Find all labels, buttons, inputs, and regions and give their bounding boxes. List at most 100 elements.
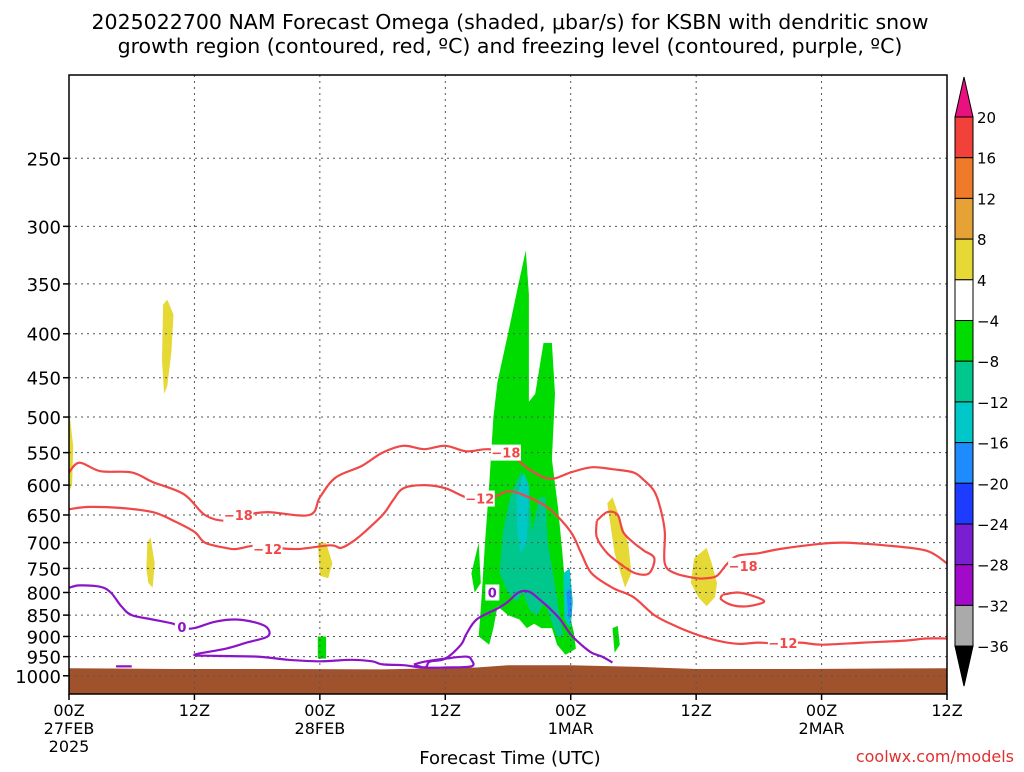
plot-frame [68, 74, 948, 695]
x-tick-label: 00Z [555, 701, 586, 720]
isotherm-label: 0 [177, 621, 186, 636]
x-tick-label: 00Z [53, 701, 84, 720]
colorbar-bin [954, 157, 974, 199]
isotherm-label-bg [490, 444, 521, 461]
x-tick-label: 1MAR [548, 719, 594, 738]
x-tick-label: 12Z [931, 701, 962, 720]
axes-layer: 2503003504004505005506006507007508008509… [15, 74, 963, 756]
y-tick-label: 950 [27, 648, 61, 669]
isotherm--18C-loop [719, 591, 766, 608]
chart-title-line-2: growth region (contoured, red, ºC) and f… [118, 34, 903, 58]
x-tick-label: 28FEB [295, 719, 346, 738]
colorbar-label: −8 [977, 353, 999, 371]
omega-region-descent-b [162, 299, 174, 394]
isotherm-line-0C-freezing [68, 584, 614, 669]
isotherm-label-bg [223, 506, 254, 523]
colorbar-bin [954, 116, 974, 159]
isotherm-label-bg [174, 619, 189, 636]
omega-region-ascent-strongest [566, 587, 572, 620]
omega-region-descent-c [146, 537, 155, 588]
x-tick-label: 12Z [680, 701, 711, 720]
isotherm--12C: −12 −12 −12 [68, 484, 948, 652]
isotherm-0C-freezing: 00 [68, 584, 614, 669]
colorbar-label: −32 [977, 597, 1009, 615]
colorbar-bin [954, 238, 974, 281]
colorbar-label: 20 [977, 109, 996, 127]
y-tick-label: 550 [27, 444, 61, 465]
isotherm-label-bg [728, 557, 759, 574]
isotherm-label-bg [252, 540, 283, 557]
isotherm-label-bg [485, 584, 500, 601]
y-tick-label: 850 [27, 606, 61, 627]
terrain-fill [69, 665, 947, 694]
colorbar-label: −16 [977, 435, 1009, 453]
isotherm-line--18C-loop [719, 591, 766, 608]
colorbar-bin [954, 279, 974, 321]
isotherm-line-0C-freezing-2 [413, 655, 475, 669]
x-tick-label: 2025 [49, 737, 90, 756]
isotherm-label: −12 [465, 493, 494, 508]
y-tick-label: 500 [27, 408, 61, 429]
colorbar-bin [954, 523, 974, 566]
colorbar-label: −24 [977, 516, 1009, 534]
colorbar-label: −12 [977, 394, 1009, 412]
y-tick-label: 650 [27, 506, 61, 527]
terrain-layer [69, 665, 947, 694]
y-tick-label: 700 [27, 534, 61, 555]
isotherm--18C: −18 −18 −18 [68, 444, 948, 580]
isotherm-label: −18 [224, 509, 253, 524]
x-axis-label: Forecast Time (UTC) [419, 748, 600, 768]
omega-region-descent-e [607, 497, 632, 588]
colorbar-label: 4 [977, 272, 987, 290]
x-tick-label: 2MAR [799, 719, 845, 738]
colorbar-triangle-bottom [954, 645, 974, 687]
omega-shading-layer [69, 250, 717, 659]
y-tick-label: 250 [27, 149, 61, 170]
colorbar-bin [954, 604, 974, 647]
y-tick-label: 900 [27, 627, 61, 648]
colorbar-label: −4 [977, 313, 999, 331]
x-tick-label: 00Z [304, 701, 335, 720]
y-tick-label: 350 [27, 275, 61, 296]
colorbar-label: −36 [977, 638, 1009, 656]
colorbar-triangle-top [954, 76, 974, 118]
colorbar-label: −20 [977, 475, 1009, 493]
colorbar-label: 8 [977, 231, 987, 249]
y-tick-label: 400 [27, 325, 61, 346]
colorbar-label: 12 [977, 190, 996, 208]
x-tick-label: 00Z [806, 701, 837, 720]
omega-region-ascent-left-lobe [471, 542, 481, 593]
y-tick-label: 1000 [15, 667, 61, 688]
x-tick-label: 12Z [179, 701, 210, 720]
isotherm-label-bg [767, 635, 798, 652]
credit-text: coolwx.com/models [856, 747, 1014, 766]
colorbar-bin [954, 401, 974, 444]
isotherm-label-bg [464, 490, 495, 507]
colorbar-bin [954, 564, 974, 606]
y-tick-label: 300 [27, 217, 61, 238]
y-tick-label: 600 [27, 476, 61, 497]
omega-region-ascent-small-1 [317, 636, 327, 659]
isotherm-label: −12 [768, 637, 797, 652]
colorbar: 20 16 12 8 4 −4 −8 −12 −16 −20 −24 −28 −32 −36 [954, 76, 1009, 687]
omega-region-ascent-small-2 [612, 625, 620, 653]
colorbar-bin [954, 482, 974, 525]
isotherm-label: −18 [729, 560, 758, 575]
x-tick-label: 27FEB [44, 719, 95, 738]
omega-region-descent-f [690, 547, 717, 607]
y-tick-label: 450 [27, 369, 61, 390]
isotherm-0C-freezing-2 [413, 655, 475, 669]
isotherm-line--12C-loop [594, 510, 656, 576]
colorbar-bin [954, 320, 974, 362]
x-tick-label: 12Z [430, 701, 461, 720]
colorbar-label: 16 [977, 150, 996, 168]
omega-region-descent-d [317, 542, 333, 579]
isotherm--12C-loop [594, 510, 656, 576]
isotherm-label: 0 [488, 586, 497, 601]
colorbar-bin [954, 442, 974, 484]
colorbar-label: −28 [977, 557, 1009, 575]
colorbar-bin [954, 197, 974, 240]
